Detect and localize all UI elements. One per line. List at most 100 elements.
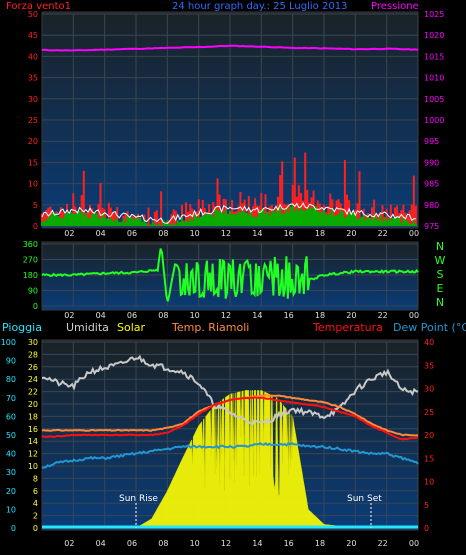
legend-heat-index: Temp. Riamoli [172,321,250,334]
compass-label: N [436,296,444,309]
x-tick-label: 00 [409,229,419,238]
x-tick-label: 00 [409,539,419,548]
wind-tick-label: 10 [28,180,38,189]
humidity-tick-label: 0 [33,524,38,533]
temperature-tick-label: 5 [424,501,429,510]
wind-direction-line [41,248,419,302]
pressure-tick-label: 995 [424,137,439,146]
rain-tick-label: 50 [6,431,16,440]
x-tick-label: 02 [64,311,74,320]
rain-tick-label: 0 [11,524,16,533]
x-tick-label: 20 [346,229,356,238]
x-tick-label: 20 [346,539,356,548]
temperature-tick-label: 40 [424,338,434,347]
pressure-tick-label: 980 [424,201,439,210]
pressure-tick-label: 1025 [424,10,444,19]
rain-tick-label: 10 [6,505,16,514]
x-tick-label: 00 [409,311,419,320]
temperature-tick-label: 30 [424,385,434,394]
sun-set-label: Sun Set [347,494,382,504]
rain-tick-label: 40 [6,450,16,459]
pressure-axis-title: Pressione [371,1,419,12]
wind-axis-title: Forza vento1 [6,1,71,12]
x-tick-label: 22 [378,311,388,320]
temperature-tick-label: 20 [424,431,434,440]
legend-dew-point: Dew Point (°C) [393,321,466,334]
wind-tick-label: 15 [28,158,38,167]
direction-tick-label: 90 [28,287,38,296]
x-tick-label: 18 [315,311,325,320]
x-tick-label: 08 [158,229,168,238]
x-tick-label: 06 [127,229,137,238]
x-tick-label: 02 [64,539,74,548]
x-tick-label: 16 [284,539,294,548]
temperature-tick-label: 0 [424,524,429,533]
wind-tick-label: 50 [28,10,38,19]
direction-tick-label: 180 [23,271,38,280]
compass-label: W [435,254,446,267]
humidity-line [41,354,419,426]
sun-rise-label: Sun Rise [119,494,158,504]
rain-tick-label: 100 [1,338,16,347]
x-tick-label: 22 [378,539,388,548]
humidity-tick-label: 18 [28,412,38,421]
humidity-tick-label: 12 [28,450,38,459]
x-tick-label: 10 [190,229,200,238]
wind-gust-line [41,202,416,224]
rain-tick-label: 20 [6,487,16,496]
pressure-tick-label: 1000 [424,116,444,125]
temperature-tick-label: 25 [424,408,434,417]
legend-humidity: Umidita [66,321,109,334]
legend-solar: Solar [117,321,146,334]
pressure-tick-label: 990 [424,158,439,167]
temperature-tick-label: 15 [424,454,434,463]
x-tick-label: 16 [284,311,294,320]
x-tick-label: 04 [96,539,106,548]
x-tick-label: 20 [346,311,356,320]
x-tick-label: 08 [158,539,168,548]
humidity-tick-label: 22 [28,388,38,397]
x-tick-label: 22 [378,229,388,238]
pressure-tick-label: 1020 [424,31,444,40]
temperature-tick-label: 35 [424,361,434,370]
rain-tick-label: 70 [6,394,16,403]
rain-tick-label: 60 [6,412,16,421]
x-tick-label: 14 [252,311,262,320]
wind-tick-label: 20 [28,137,38,146]
wind-tick-label: 40 [28,52,38,61]
wind-tick-label: 45 [28,31,38,40]
pressure-tick-label: 1010 [424,74,444,83]
direction-tick-label: 0 [33,302,38,311]
x-tick-label: 10 [190,311,200,320]
humidity-tick-label: 16 [28,425,38,434]
x-tick-label: 06 [127,539,137,548]
wind-tick-label: 5 [33,201,38,210]
rain-tick-label: 80 [6,375,16,384]
humidity-tick-label: 14 [28,437,38,446]
compass-label: N [436,240,444,253]
pressure-line [41,44,419,52]
humidity-tick-label: 2 [33,512,38,521]
x-tick-label: 14 [252,229,262,238]
x-tick-label: 12 [221,229,231,238]
wind-tick-label: 0 [33,222,38,231]
temperature-tick-label: 10 [424,478,434,487]
direction-tick-label: 360 [23,240,38,249]
wind-tick-label: 35 [28,74,38,83]
humidity-tick-label: 8 [33,474,38,483]
chart-title: 24 hour graph day.: 25 Luglio 2013 [172,1,348,12]
pressure-tick-label: 1005 [424,95,444,104]
pressure-tick-label: 1015 [424,52,444,61]
direction-tick-label: 270 [23,256,38,265]
x-tick-label: 12 [221,539,231,548]
pressure-tick-label: 985 [424,180,439,189]
dew-point-line [41,441,419,470]
compass-label: S [437,268,444,281]
legend-temperature: Temperatura [313,321,383,334]
legend-rain: Pioggia [2,321,42,334]
x-tick-label: 18 [315,539,325,548]
temperature-line [41,396,419,441]
humidity-tick-label: 24 [28,375,38,384]
humidity-tick-label: 10 [28,462,38,471]
